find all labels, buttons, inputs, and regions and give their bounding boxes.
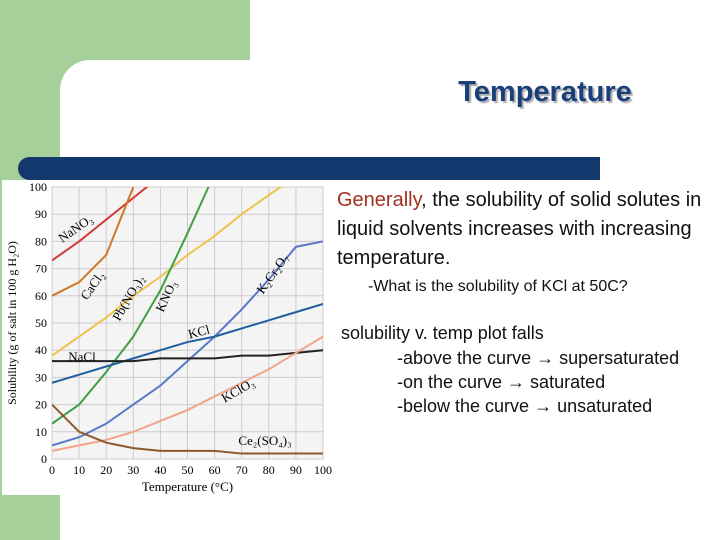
series-line bbox=[52, 187, 135, 297]
series-group bbox=[52, 187, 323, 455]
x-axis-label: Temperature (°C) bbox=[142, 479, 233, 494]
x-tick-label: 100 bbox=[314, 463, 332, 477]
x-tick-label: 0 bbox=[49, 463, 55, 477]
series-line bbox=[52, 303, 323, 384]
series-line bbox=[52, 335, 323, 452]
x-tick-label: 80 bbox=[263, 463, 275, 477]
rule-item: -above the curve → supersaturated bbox=[397, 348, 680, 368]
x-tick-label: 90 bbox=[290, 463, 302, 477]
y-tick-label: 100 bbox=[29, 180, 47, 194]
title-bar bbox=[18, 157, 600, 180]
x-tick-label: 10 bbox=[73, 463, 85, 477]
slide-title: Temperature bbox=[458, 76, 632, 108]
y-tick-label: 80 bbox=[35, 234, 47, 248]
series-label: NaCl bbox=[68, 349, 96, 364]
y-tick-label: 70 bbox=[35, 262, 47, 276]
series-line bbox=[52, 187, 210, 425]
y-tick-label: 60 bbox=[35, 289, 47, 303]
x-tick-label: 70 bbox=[236, 463, 248, 477]
question: -What is the solubility of KCl at 50C? bbox=[368, 278, 628, 295]
y-tick-label: 50 bbox=[35, 316, 47, 330]
x-tick-label: 60 bbox=[209, 463, 221, 477]
y-tick-label: 90 bbox=[35, 207, 47, 221]
series-label: KCl bbox=[186, 322, 211, 342]
rule-item: -on the curve → saturated bbox=[397, 372, 606, 392]
x-tick-label: 50 bbox=[182, 463, 194, 477]
y-tick-label: 10 bbox=[35, 425, 47, 439]
series-line bbox=[52, 187, 283, 357]
x-tick-label: 30 bbox=[127, 463, 139, 477]
paragraph-text: , the solubility of solid solutes in liq… bbox=[337, 189, 702, 269]
series-line bbox=[52, 349, 323, 363]
emphasis: Generally bbox=[337, 189, 422, 211]
y-tick-label: 0 bbox=[41, 452, 47, 466]
y-tick-label: 40 bbox=[35, 343, 47, 357]
series-label: Ce₂(SO₄)₃ bbox=[238, 433, 291, 448]
rule-item: -below the curve → unsaturated bbox=[397, 396, 653, 416]
x-tick-label: 40 bbox=[154, 463, 166, 477]
y-tick-label: 20 bbox=[35, 398, 47, 412]
x-tick-label: 20 bbox=[100, 463, 112, 477]
y-tick-label: 30 bbox=[35, 370, 47, 384]
series-line bbox=[52, 403, 323, 455]
paragraph: Generally, the solubility of solid solut… bbox=[337, 186, 717, 273]
series-line bbox=[52, 240, 323, 447]
rule-head: If solubility v. temp plot falls bbox=[326, 323, 544, 343]
y-axis-label: Solubility (g of salt in 100 g H₂O) bbox=[5, 241, 19, 405]
series-line bbox=[52, 187, 149, 262]
